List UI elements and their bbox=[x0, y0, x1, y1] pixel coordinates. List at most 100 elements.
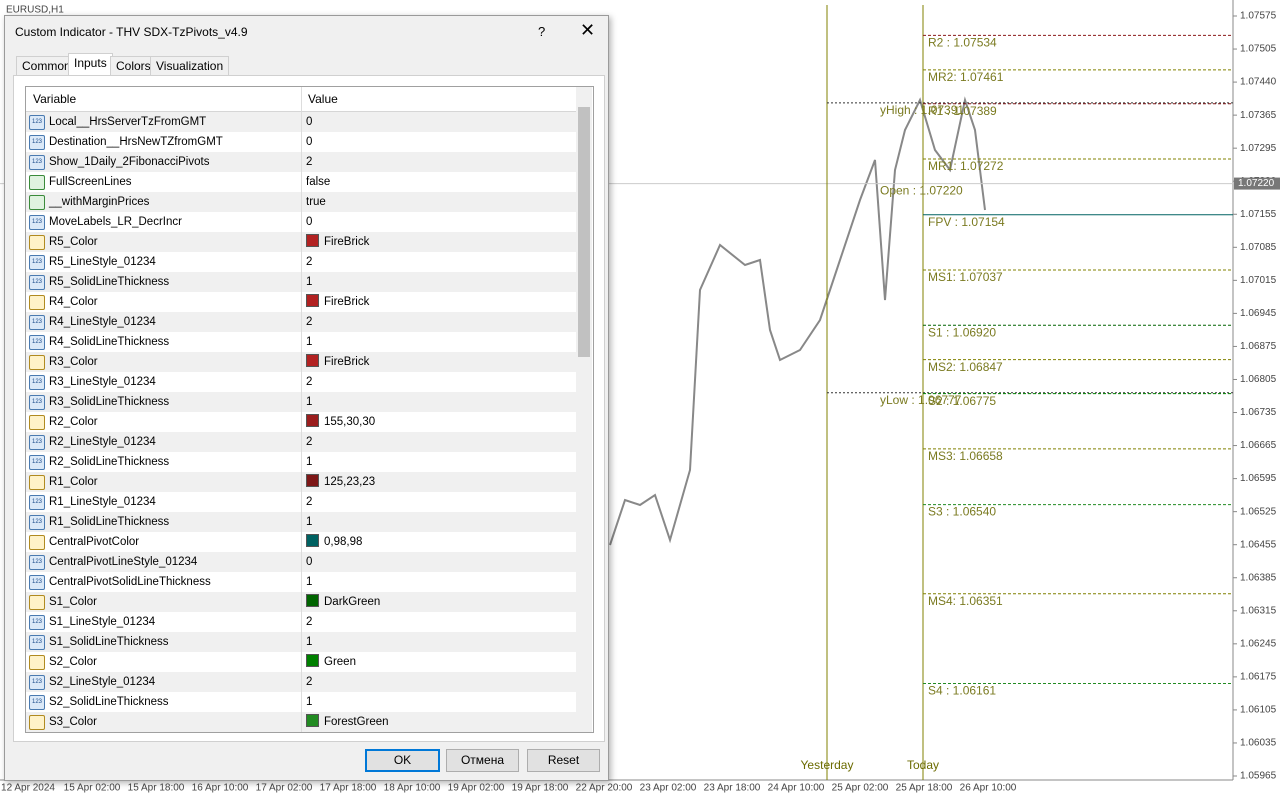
input-row[interactable]: 123 S2_LineStyle_01234 2 bbox=[26, 672, 576, 692]
input-row[interactable]: 123 S1_SolidLineThickness 1 bbox=[26, 632, 576, 652]
value-cell[interactable]: 2 bbox=[301, 492, 312, 512]
input-row[interactable]: 123 R4_SolidLineThickness 1 bbox=[26, 332, 576, 352]
tab[interactable]: Inputs bbox=[68, 53, 113, 77]
input-row[interactable]: R2_Color 155,30,30 bbox=[26, 412, 576, 432]
value-cell[interactable]: 0 bbox=[301, 552, 312, 572]
value-cell[interactable]: 1 bbox=[301, 272, 312, 292]
input-row[interactable]: CentralPivotColor 0,98,98 bbox=[26, 532, 576, 552]
variable-name: S1_Color bbox=[49, 596, 97, 608]
input-row[interactable]: 123 Local__HrsServerTzFromGMT 0 bbox=[26, 112, 576, 132]
price-label: 1.07295 bbox=[1240, 143, 1277, 154]
tab[interactable]: Colors bbox=[110, 56, 157, 76]
type-icon bbox=[29, 295, 45, 310]
date-label: 23 Apr 18:00 bbox=[704, 783, 761, 794]
input-row[interactable]: 123 Destination__HrsNewTZfromGMT 0 bbox=[26, 132, 576, 152]
column-header[interactable]: Value bbox=[301, 87, 578, 112]
value-cell[interactable]: 1 bbox=[301, 452, 312, 472]
date-label: 23 Apr 02:00 bbox=[640, 783, 697, 794]
variable-name: R4_LineStyle_01234 bbox=[49, 316, 156, 328]
value-cell[interactable]: 0 bbox=[301, 212, 312, 232]
value-cell[interactable]: 2 bbox=[301, 432, 312, 452]
value-cell[interactable]: 1 bbox=[301, 572, 312, 592]
help-button[interactable]: ? bbox=[538, 24, 546, 39]
button[interactable]: Reset bbox=[527, 749, 600, 772]
value-cell[interactable]: Green bbox=[301, 652, 356, 672]
value-cell[interactable]: 1 bbox=[301, 632, 312, 652]
input-row[interactable]: R3_Color FireBrick bbox=[26, 352, 576, 372]
value-cell[interactable]: 2 bbox=[301, 612, 312, 632]
value: FireBrick bbox=[324, 236, 370, 248]
input-row[interactable]: 123 CentralPivotLineStyle_01234 0 bbox=[26, 552, 576, 572]
type-icon: 123 bbox=[29, 315, 45, 330]
tab[interactable]: Common bbox=[16, 56, 77, 76]
input-row[interactable]: 123 CentralPivotSolidLineThickness 1 bbox=[26, 572, 576, 592]
price-label: 1.07575 bbox=[1240, 11, 1277, 22]
input-row[interactable]: 123 R5_SolidLineThickness 1 bbox=[26, 272, 576, 292]
value-cell[interactable]: FireBrick bbox=[301, 232, 369, 252]
input-row[interactable]: S3_Color ForestGreen bbox=[26, 712, 576, 732]
value-cell[interactable]: DarkGreen bbox=[301, 592, 380, 612]
value-cell[interactable]: false bbox=[301, 172, 330, 192]
value: 2 bbox=[306, 436, 313, 448]
input-row[interactable]: 123 R1_LineStyle_01234 2 bbox=[26, 492, 576, 512]
date-label: 15 Apr 18:00 bbox=[128, 783, 185, 794]
input-row[interactable]: 123 R1_SolidLineThickness 1 bbox=[26, 512, 576, 532]
input-row[interactable]: 123 R2_LineStyle_01234 2 bbox=[26, 432, 576, 452]
value-cell[interactable]: FireBrick bbox=[301, 292, 369, 312]
variable-name: R1_SolidLineThickness bbox=[49, 516, 170, 528]
scroll-thumb[interactable] bbox=[578, 107, 590, 357]
scrollbar[interactable] bbox=[576, 87, 592, 732]
value-cell[interactable]: 1 bbox=[301, 512, 312, 532]
input-row[interactable]: S1_Color DarkGreen bbox=[26, 592, 576, 612]
value: 2 bbox=[306, 256, 313, 268]
input-row[interactable]: R4_Color FireBrick bbox=[26, 292, 576, 312]
input-row[interactable]: 123 S1_LineStyle_01234 2 bbox=[26, 612, 576, 632]
color-swatch bbox=[306, 474, 319, 487]
input-row[interactable]: 123 R3_LineStyle_01234 2 bbox=[26, 372, 576, 392]
input-row[interactable]: 123 R5_LineStyle_01234 2 bbox=[26, 252, 576, 272]
variable-name: R1_Color bbox=[49, 476, 98, 488]
button[interactable]: Отмена bbox=[446, 749, 519, 772]
value-cell[interactable]: 2 bbox=[301, 312, 312, 332]
input-row[interactable]: R1_Color 125,23,23 bbox=[26, 472, 576, 492]
input-row[interactable]: __withMarginPrices true bbox=[26, 192, 576, 212]
type-icon: 123 bbox=[29, 435, 45, 450]
price-label: 1.06385 bbox=[1240, 572, 1277, 583]
input-row[interactable]: 123 R3_SolidLineThickness 1 bbox=[26, 392, 576, 412]
value-cell[interactable]: 1 bbox=[301, 692, 312, 712]
value-cell[interactable]: 2 bbox=[301, 152, 312, 172]
value-cell[interactable]: 1 bbox=[301, 392, 312, 412]
type-icon bbox=[29, 355, 45, 370]
pivot-label: MS3: 1.06658 bbox=[928, 449, 1003, 463]
input-row[interactable]: R5_Color FireBrick bbox=[26, 232, 576, 252]
value-cell[interactable]: 0 bbox=[301, 112, 312, 132]
button[interactable]: OK bbox=[365, 749, 440, 772]
value-cell[interactable]: 2 bbox=[301, 372, 312, 392]
day-level-label: yHigh : 1.07391 bbox=[880, 103, 964, 117]
value-cell[interactable]: 125,23,23 bbox=[301, 472, 375, 492]
variable-name: R2_Color bbox=[49, 416, 98, 428]
input-row[interactable]: 123 S2_SolidLineThickness 1 bbox=[26, 692, 576, 712]
value-cell[interactable]: 1 bbox=[301, 332, 312, 352]
input-row[interactable]: 123 MoveLabels_LR_DecrIncr 0 bbox=[26, 212, 576, 232]
price-label: 1.07015 bbox=[1240, 275, 1277, 286]
column-header[interactable]: Variable bbox=[26, 87, 303, 112]
value-cell[interactable]: 2 bbox=[301, 252, 312, 272]
close-button[interactable]: ✕ bbox=[580, 20, 596, 40]
input-row[interactable]: FullScreenLines false bbox=[26, 172, 576, 192]
value-cell[interactable]: 0 bbox=[301, 132, 312, 152]
type-icon: 123 bbox=[29, 455, 45, 470]
value-cell[interactable]: 155,30,30 bbox=[301, 412, 375, 432]
input-row[interactable]: 123 R2_SolidLineThickness 1 bbox=[26, 452, 576, 472]
input-row[interactable]: 123 R4_LineStyle_01234 2 bbox=[26, 312, 576, 332]
value-cell[interactable]: true bbox=[301, 192, 326, 212]
input-row[interactable]: 123 Show_1Daily_2FibonacciPivots 2 bbox=[26, 152, 576, 172]
value-cell[interactable]: ForestGreen bbox=[301, 712, 389, 732]
variable-name: S2_LineStyle_01234 bbox=[49, 676, 156, 688]
value-cell[interactable]: 0,98,98 bbox=[301, 532, 362, 552]
tab[interactable]: Visualization bbox=[150, 56, 230, 76]
input-row[interactable]: S2_Color Green bbox=[26, 652, 576, 672]
value: 1 bbox=[306, 396, 313, 408]
value-cell[interactable]: FireBrick bbox=[301, 352, 369, 372]
value-cell[interactable]: 2 bbox=[301, 672, 312, 692]
